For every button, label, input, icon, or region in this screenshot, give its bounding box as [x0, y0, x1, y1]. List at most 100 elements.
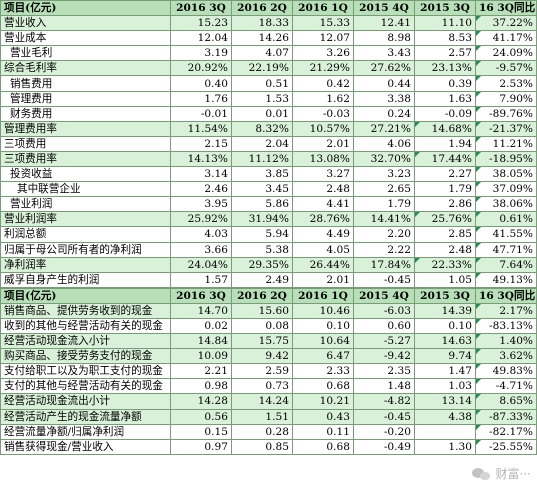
cell-value: -0.03 [292, 105, 354, 122]
cell-value: 2.33 [292, 363, 354, 380]
cell-value: 14.13% [170, 150, 232, 168]
table-row: 营业成本 12.04 14.26 12.07 8.98 8.53 41.17% [0, 30, 537, 47]
row-label: 综合毛利率 [0, 60, 171, 77]
cell-value: 0.11 [292, 423, 354, 440]
cell-value: -0.20 [353, 423, 415, 440]
cell-value: 41.17% [475, 30, 537, 47]
table-row: 经营活动现金流出小计 14.28 14.24 10.21 -4.82 13.14 8.65% [0, 393, 537, 410]
cell-value: 0.10 [414, 317, 476, 335]
cell-value: 17.84% [353, 256, 415, 273]
table-row: 投资收益 3.14 3.85 3.27 3.23 2.27 38.05% [0, 166, 537, 183]
cell-value: -0.45 [353, 408, 415, 425]
row-label: 收到的其他与经营活动有关的现金 [0, 317, 171, 335]
table-row: 三项费用率 14.13% 11.12% 13.08% 32.70% 17.44% -18.9… [0, 150, 537, 168]
cell-value: 0.60 [353, 317, 415, 335]
cell-value: 8.32% [231, 120, 293, 137]
cell-value: 3.27 [292, 166, 354, 183]
row-label: 财务费用 [0, 105, 171, 122]
cell-value: 0.24 [353, 105, 415, 122]
cell-value: 3.14 [170, 166, 232, 183]
cell-value: -4.71% [475, 378, 537, 395]
cell-value: 47.71% [475, 241, 537, 258]
cell-value: 0.08 [231, 317, 293, 335]
cell-value: -21.37% [475, 120, 537, 137]
cell-value: 8.53 [414, 30, 476, 47]
cell-value: -9.57% [475, 60, 537, 77]
cell-value: 1.53 [231, 90, 293, 107]
cell-value: 3.38 [353, 90, 415, 107]
cell-value: 14.26 [231, 30, 293, 47]
cell-value: 11.10 [414, 15, 476, 32]
cell-value: 21.29% [292, 60, 354, 77]
cell-value: 0.68 [292, 378, 354, 395]
cell-value: -87.33% [475, 408, 537, 425]
cell-value: 3.85 [231, 166, 293, 183]
cell-value: 15.23 [170, 15, 232, 32]
cell-value: 1.57 [170, 271, 232, 288]
table-row: 销售获得现金/营业收入 0.97 0.85 0.68 -0.49 1.30 -25.55% [0, 438, 537, 455]
cell-value: 4.03 [170, 226, 232, 243]
header-period: 16 3Q同比 [475, 287, 537, 304]
cell-value: 4.06 [353, 135, 415, 152]
cell-value: 22.19% [231, 60, 293, 77]
cell-value: 15.75 [231, 333, 293, 350]
cell-value: 0.01 [231, 105, 293, 122]
cell-value: 2.65 [353, 181, 415, 198]
cell-value: 3.62% [475, 348, 537, 365]
cell-value: 14.28 [170, 393, 232, 410]
table-row: 归属于母公司所有者的净利润 3.66 5.38 4.05 2.22 2.48 47.71% [0, 241, 537, 258]
cell-value: 13.08% [292, 150, 354, 168]
cell-value: 12.41 [353, 15, 415, 32]
cell-value: -4.82 [353, 393, 415, 410]
cell-value: -0.49 [353, 438, 415, 455]
cell-value: -0.01 [170, 105, 232, 122]
header-period: 2016 2Q [231, 0, 293, 17]
row-label: 归属于母公司所有者的净利润 [0, 241, 171, 258]
cell-value: 31.94% [231, 211, 293, 228]
cell-value: 10.21 [292, 393, 354, 410]
cell-value: 4.49 [292, 226, 354, 243]
cell-value: 14.41% [353, 211, 415, 228]
row-label: 其中联营企业 [0, 181, 171, 198]
table-row: 管理费用率 11.54% 8.32% 10.57% 27.21% 14.68% -21.37… [0, 120, 537, 137]
cell-value: 1.05 [414, 271, 476, 288]
cell-value: 2.22 [353, 241, 415, 258]
cell-value: 5.94 [231, 226, 293, 243]
header-period: 2016 3Q [170, 0, 232, 17]
cell-value: 1.51 [231, 408, 293, 425]
cell-value: 14.63 [414, 333, 476, 350]
cell-value: 0.61% [475, 211, 537, 228]
row-label: 购买商品、接受劳务支付的现金 [0, 348, 171, 365]
cell-value: 11.21% [475, 135, 537, 152]
row-label: 营业利润 [0, 196, 171, 213]
cell-value: 24.04% [170, 256, 232, 273]
cell-value: 14.24 [231, 393, 293, 410]
table-row: 销售商品、提供劳务收到的现金 14.70 15.60 10.46 -6.03 14.39 2… [0, 302, 537, 319]
cell-value: 8.65% [475, 393, 537, 410]
table-row: 综合毛利率 20.92% 22.19% 21.29% 27.62% 23.13% -9.57… [0, 60, 537, 77]
table-row: 经营活动产生的现金流量净额 0.56 1.51 0.43 -0.45 4.38 -87.33… [0, 408, 537, 425]
cell-value: 37.09% [475, 181, 537, 198]
cell-value: 22.33% [414, 256, 476, 273]
cell-value: 25.76% [414, 211, 476, 228]
cell-value: 2.53% [475, 75, 537, 92]
cell-value: 2.86 [414, 196, 476, 213]
cell-value: 1.03 [414, 378, 476, 395]
table-row: 销售费用 0.40 0.51 0.42 0.44 0.39 2.53% [0, 75, 537, 92]
cell-value: -82.17% [475, 423, 537, 440]
table-row: 收到的其他与经营活动有关的现金 0.02 0.08 0.10 0.60 0.10 -83.1… [0, 317, 537, 335]
cell-value: 38.06% [475, 196, 537, 213]
cell-value: 0.68 [292, 438, 354, 455]
cell-value: 27.62% [353, 60, 415, 77]
cell-value: 0.28 [231, 423, 293, 440]
cell-value: 1.48 [353, 378, 415, 395]
cell-value: 2.48 [292, 181, 354, 198]
table-row: 财务费用 -0.01 0.01 -0.03 0.24 -0.09 -89.76% [0, 105, 537, 122]
cell-value: 9.74 [414, 348, 476, 365]
row-label: 营业成本 [0, 30, 171, 47]
table-row: 经营流量净额/归属净利润 0.15 0.28 0.11 -0.20 -82.17% [0, 423, 537, 440]
cell-value: 0.40 [170, 75, 232, 92]
cashflow-table: 项目(亿元) 2016 3Q 2016 2Q 2016 1Q 2015 4Q 2015 3… [0, 287, 537, 455]
row-label: 管理费用率 [0, 120, 171, 137]
cell-value: 3.26 [292, 45, 354, 62]
